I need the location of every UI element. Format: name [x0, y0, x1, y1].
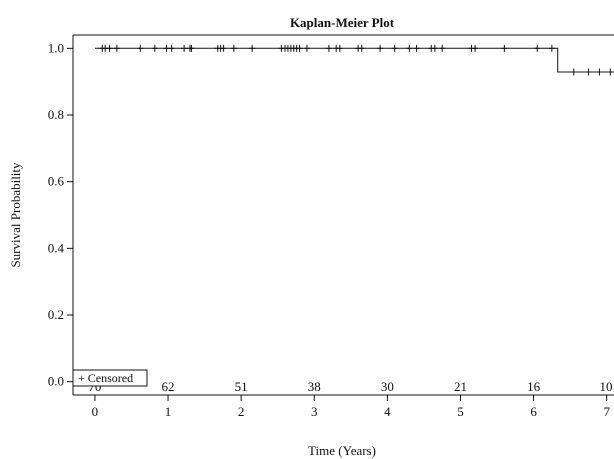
censor-mark — [181, 44, 188, 52]
survival-curve — [94, 47, 614, 73]
censor-mark — [431, 44, 438, 52]
censor-mark — [596, 68, 603, 76]
x-axis-ticks: 0 1 2 3 4 5 6 7 — [92, 395, 610, 419]
censor-mark — [413, 44, 420, 52]
plot-frame — [72, 34, 614, 396]
at-risk-count: 16 — [527, 379, 541, 394]
censor-mark — [358, 44, 365, 52]
censor-mark — [163, 44, 170, 52]
at-risk-count: 62 — [162, 379, 175, 394]
x-tick-label: 7 — [603, 404, 610, 419]
y-tick-label: 1.0 — [48, 40, 64, 55]
x-tick-label: 6 — [530, 404, 537, 419]
y-tick-label: 0.0 — [48, 374, 64, 389]
x-tick-label: 1 — [165, 404, 172, 419]
legend-box — [72, 369, 148, 387]
x-axis-label: Time (Years) — [308, 443, 376, 458]
x-tick-label: 2 — [238, 404, 245, 419]
censor-mark — [570, 68, 577, 76]
censor-mark — [188, 44, 195, 52]
censor-mark — [113, 44, 120, 52]
censor-mark — [439, 44, 446, 52]
censor-mark — [377, 44, 384, 52]
censor-mark — [230, 44, 237, 52]
censor-mark — [137, 44, 144, 52]
censor-mark — [406, 44, 413, 52]
at-risk-count: 21 — [454, 379, 467, 394]
at-risk-count: 51 — [235, 379, 248, 394]
y-axis-label: Survival Probability — [8, 162, 23, 268]
x-tick-label: 4 — [384, 404, 391, 419]
censor-mark — [607, 68, 614, 76]
y-tick-label: 0.8 — [48, 107, 64, 122]
legend: + Censored — [72, 369, 148, 387]
censor-mark — [548, 44, 555, 52]
censor-mark — [501, 44, 508, 52]
at-risk-count: 38 — [308, 379, 321, 394]
censor-mark — [168, 44, 175, 52]
censor-mark — [303, 44, 310, 52]
censor-mark — [336, 44, 343, 52]
y-axis-ticks: 0.0 0.2 0.4 0.6 0.8 1.0 — [48, 40, 73, 389]
at-risk-count: 10 — [600, 379, 613, 394]
censor-mark — [106, 44, 113, 52]
y-tick-label: 0.2 — [48, 307, 64, 322]
at-risk-row: 7062513830211610 — [88, 379, 612, 394]
censor-marks — [99, 44, 614, 76]
y-tick-label: 0.4 — [48, 240, 65, 255]
censor-mark — [249, 44, 256, 52]
y-tick-label: 0.6 — [48, 174, 65, 189]
x-tick-label: 5 — [457, 404, 464, 419]
censor-mark — [534, 44, 541, 52]
legend-entry-censored: + Censored — [78, 371, 133, 385]
survival-step-line — [94, 47, 614, 73]
censor-mark — [472, 44, 479, 52]
censor-mark — [151, 44, 158, 52]
x-tick-label: 3 — [311, 404, 318, 419]
chart-title: Kaplan-Meier Plot — [290, 15, 395, 30]
censor-mark — [220, 44, 227, 52]
censor-mark — [585, 68, 592, 76]
censor-mark — [296, 44, 303, 52]
censor-mark — [391, 44, 398, 52]
censor-mark — [325, 44, 332, 52]
x-tick-label: 0 — [92, 404, 99, 419]
at-risk-count: 30 — [381, 379, 394, 394]
